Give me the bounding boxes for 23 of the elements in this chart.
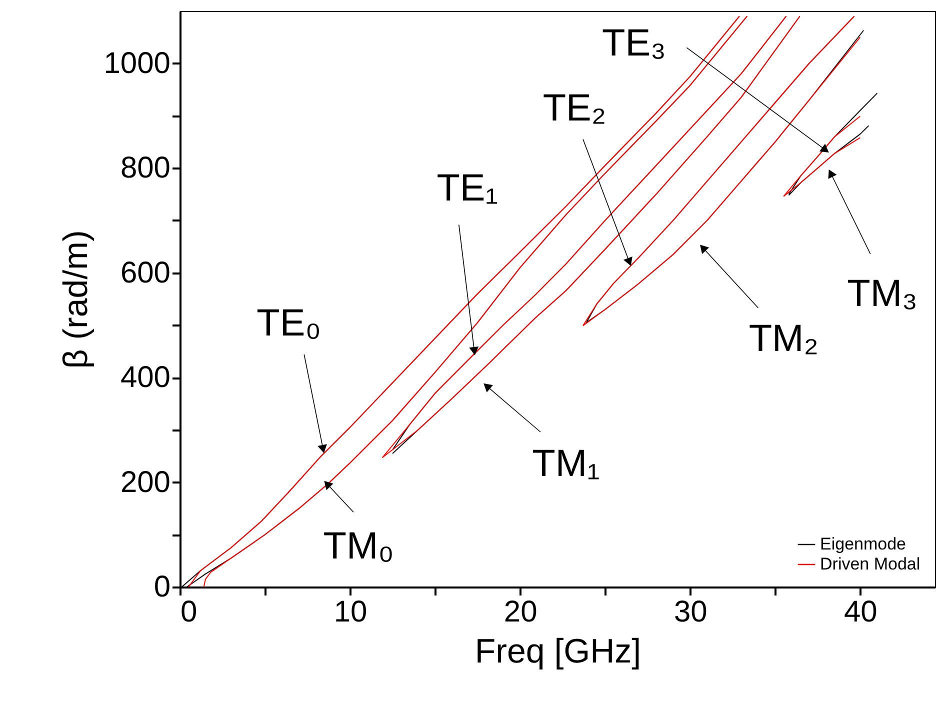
x-tick-label: 30 [674, 596, 708, 628]
x-axis-title: Freq [GHz] [474, 632, 642, 670]
y-tick-label: 400 [120, 361, 170, 394]
legend-label: Eigenmode [820, 534, 906, 554]
x-tick-label: 20 [504, 596, 538, 628]
y-tick-label: 800 [120, 152, 170, 185]
annotation: TM₂ [748, 318, 818, 360]
y-tick-label: 0 [154, 570, 170, 604]
x-tick-label: 40 [844, 596, 878, 628]
annotation: TE₃ [602, 22, 666, 65]
y-tick-label: 1000 [104, 46, 170, 80]
x-tick-label: 10 [334, 596, 368, 628]
annotation: TE₁ [436, 168, 498, 210]
annotation: TM₃ [847, 272, 918, 315]
y-axis-title: β (rad/m) [56, 230, 95, 369]
x-tick-label: 0 [180, 596, 198, 628]
y-tick-label: 600 [120, 256, 170, 290]
annotation: TE₀ [256, 302, 321, 345]
y-tick-label: 200 [120, 466, 170, 499]
annotation: TE₂ [542, 87, 606, 130]
legend-label: Driven Modal [820, 554, 920, 574]
annotation: TM₀ [323, 526, 394, 568]
annotation: TM₁ [532, 442, 600, 485]
